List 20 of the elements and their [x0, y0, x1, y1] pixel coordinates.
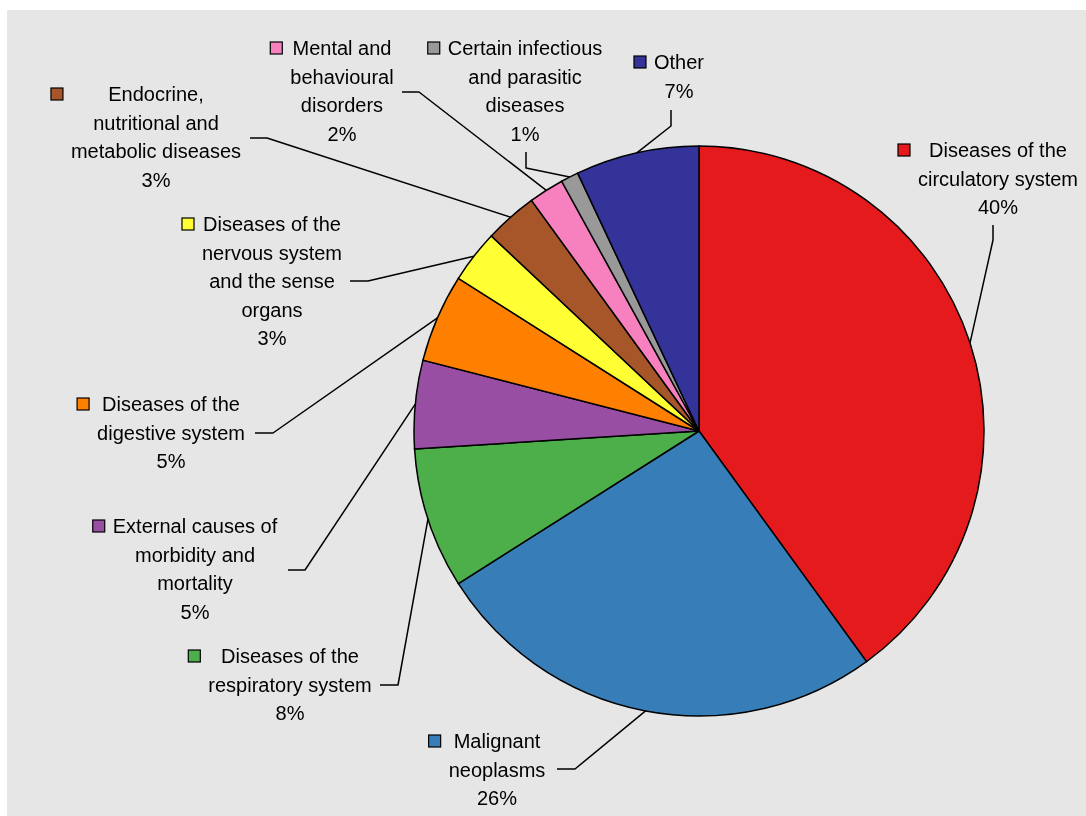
data-label: 7% — [664, 79, 694, 102]
data-label: 26% — [476, 787, 518, 809]
data-label: 3% — [257, 327, 287, 349]
data-label: 2% — [327, 122, 357, 145]
legend-label: Diseases of the respiratory system — [208, 645, 372, 696]
legend-label: Diseases of the circulatory system — [917, 139, 1079, 190]
data-label: 5% — [180, 600, 210, 623]
legend-label: Diseases of the digestive system — [97, 393, 245, 444]
legend-label: Certain infectious and parasitic diseases — [447, 37, 603, 116]
legend-label: Malignant neoplasms — [448, 730, 546, 781]
legend-label: Endocrine, nutritional and metabolic diseases — [70, 83, 242, 162]
legend-label: Mental and behavioural disorders — [290, 37, 394, 116]
legend-label: Diseases of the nervous system and the sense organs — [201, 213, 343, 321]
legend-label: Other — [653, 51, 705, 73]
data-label: 8% — [275, 702, 305, 724]
data-label: 5% — [156, 450, 186, 472]
data-label: 3% — [141, 168, 171, 191]
data-label: 40% — [977, 196, 1019, 218]
data-label: 1% — [510, 122, 540, 145]
legend-label: External causes of morbidity and mortality — [112, 515, 278, 594]
